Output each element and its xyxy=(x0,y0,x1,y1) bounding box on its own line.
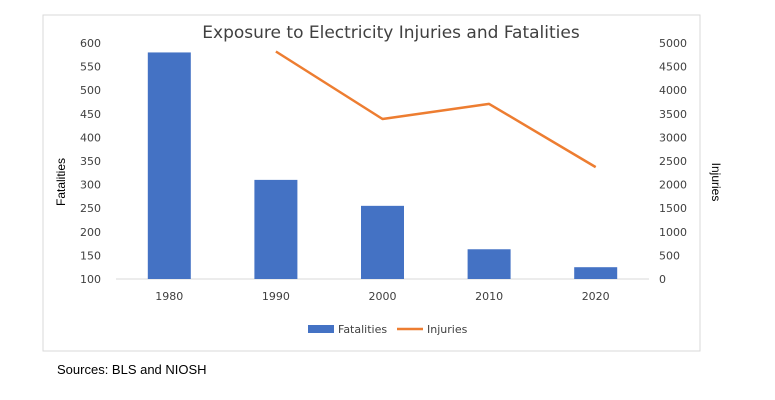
x-tick-label: 1980 xyxy=(155,290,183,303)
bar-fatalities xyxy=(467,249,511,279)
y2-tick-label: 4500 xyxy=(659,61,687,74)
y2-tick-label: 0 xyxy=(659,273,666,286)
y-tick-label: 500 xyxy=(80,84,101,97)
y2-tick-label: 500 xyxy=(659,249,680,262)
x-tick-label: 1990 xyxy=(262,290,290,303)
line-injuries xyxy=(275,50,597,169)
bar-fatalities xyxy=(254,179,298,279)
y-tick-label: 300 xyxy=(80,179,101,192)
y2-tick-label: 5000 xyxy=(659,37,687,50)
chart-title: Exposure to Electricity Injuries and Fat… xyxy=(202,23,580,43)
y-tick-label: 200 xyxy=(80,226,101,239)
legend-swatch-fatalities xyxy=(308,325,334,333)
y-tick-label: 250 xyxy=(80,202,101,215)
y-tick-label: 100 xyxy=(80,273,101,286)
legend-label-injuries: Injuries xyxy=(427,323,468,336)
x-tick-label: 2020 xyxy=(582,290,610,303)
y2-tick-label: 1000 xyxy=(659,226,687,239)
y-tick-label: 400 xyxy=(80,131,101,144)
legend-label-fatalities: Fatalities xyxy=(338,323,387,336)
plot-area: 100 150 200 250 300 350 400 450 500 550 600 0 500 100… xyxy=(80,37,687,303)
bar-fatalities xyxy=(147,52,191,279)
bar-fatalities xyxy=(361,205,404,279)
y-tick-label: 150 xyxy=(80,249,101,262)
y2-axis-label: Injuries xyxy=(709,163,723,202)
x-tick-label: 2000 xyxy=(369,290,397,303)
y2-tick-label: 2000 xyxy=(659,179,687,192)
y-axis-label: Fatalities xyxy=(54,158,68,206)
y2-tick-label: 2500 xyxy=(659,155,687,168)
x-tick-label: 2010 xyxy=(475,290,503,303)
y2-tick-label: 3500 xyxy=(659,108,687,121)
y2-tick-label: 3000 xyxy=(659,131,687,144)
y2-tick-label: 1500 xyxy=(659,202,687,215)
legend: Fatalities Injuries xyxy=(308,323,468,336)
y-tick-label: 600 xyxy=(80,37,101,50)
source-note: Sources: BLS and NIOSH xyxy=(57,362,207,377)
y-tick-label: 350 xyxy=(80,155,101,168)
y2-tick-label: 4000 xyxy=(659,84,687,97)
y-tick-label: 450 xyxy=(80,108,101,121)
bar-fatalities xyxy=(574,267,618,279)
y-tick-label: 550 xyxy=(80,61,101,74)
